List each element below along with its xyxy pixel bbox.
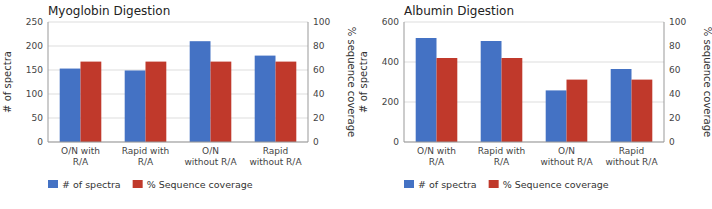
- y-tick-label: 0: [393, 137, 399, 147]
- x-tick-label: Rapid withR/A: [478, 146, 525, 167]
- x-tick-label: Rapidwithout R/A: [605, 146, 658, 167]
- bar: [416, 38, 437, 142]
- grid-line: [48, 22, 308, 23]
- x-tick-label-line: R/A: [138, 157, 154, 167]
- x-tick-label: O/Nwithout R/A: [184, 146, 237, 167]
- bar: [632, 80, 653, 142]
- x-tick-label: O/N withR/A: [417, 146, 456, 167]
- bar: [502, 58, 523, 142]
- x-tick-label-line: Rapid with: [122, 146, 169, 156]
- bar: [146, 62, 167, 142]
- y-tick-label: 200: [26, 41, 43, 51]
- x-tick-label-line: O/N with: [61, 146, 100, 156]
- x-tick-label-line: Rapid: [619, 146, 645, 156]
- bar: [546, 90, 567, 142]
- x-tick-label-line: Rapid with: [478, 146, 525, 156]
- bar: [211, 62, 232, 142]
- x-tick-label-line: without R/A: [249, 157, 302, 167]
- bar: [276, 62, 297, 142]
- legend: # of spectra % Sequence coverage: [404, 179, 609, 190]
- y-tick-label: 600: [382, 17, 399, 27]
- y-tick-label: 200: [382, 97, 399, 107]
- bar: [81, 62, 102, 142]
- bar: [567, 80, 588, 142]
- y2-axis-line: [664, 22, 665, 142]
- y2-tick-label: 0: [313, 137, 319, 147]
- legend-entry: % Sequence coverage: [147, 179, 253, 190]
- x-tick-label-line: without R/A: [605, 157, 658, 167]
- bar: [190, 41, 211, 142]
- legend-swatch: [489, 180, 499, 188]
- bar: [481, 41, 502, 142]
- x-tick-label-line: Rapid: [263, 146, 289, 156]
- panel: Myoglobin Digestion 0 50 100 150 200 250 0 20 40 6…: [2, 4, 357, 190]
- x-tick-label: Rapid withR/A: [122, 146, 169, 167]
- y2-tick-label: 80: [669, 41, 681, 51]
- bar: [125, 70, 146, 142]
- grid-line: [404, 22, 664, 23]
- bar: [255, 56, 276, 142]
- x-tick-label-line: O/N: [558, 146, 575, 156]
- legend-entry: # of spectra: [418, 179, 477, 190]
- y2-tick-label: 60: [669, 65, 681, 75]
- legend: # of spectra % Sequence coverage: [48, 179, 253, 190]
- y2-tick-label: 20: [313, 113, 325, 123]
- y2-tick-label: 100: [669, 17, 686, 27]
- x-tick-label: O/Nwithout R/A: [540, 146, 593, 167]
- x-axis-line: [404, 142, 664, 143]
- x-tick-label: Rapidwithout R/A: [249, 146, 302, 167]
- x-axis-line: [48, 142, 308, 143]
- legend-entry: # of spectra: [62, 179, 121, 190]
- y-tick-label: 250: [26, 17, 43, 27]
- y2-tick-label: 100: [313, 17, 330, 27]
- bar: [437, 58, 458, 142]
- y-axis-label: # of spectra: [2, 51, 13, 113]
- legend-swatch: [133, 180, 143, 188]
- bar: [611, 69, 632, 142]
- title: Albumin Digestion: [404, 4, 514, 18]
- title: Myoglobin Digestion: [48, 4, 170, 18]
- x-tick-label-line: O/N: [202, 146, 219, 156]
- y2-tick-label: 60: [313, 65, 325, 75]
- bar: [60, 69, 81, 142]
- grid-line: [404, 142, 664, 143]
- x-tick-label-line: without R/A: [540, 157, 593, 167]
- y-tick-label: 150: [26, 65, 43, 75]
- bars: [416, 38, 653, 142]
- y2-tick-label: 40: [313, 89, 325, 99]
- x-tick-label-line: without R/A: [184, 157, 237, 167]
- legend-swatch: [404, 180, 414, 188]
- legend-entry: % Sequence coverage: [503, 179, 609, 190]
- x-tick-label: O/N withR/A: [61, 146, 100, 167]
- y-axis-label: # of spectra: [358, 51, 369, 113]
- x-tick-label-line: R/A: [494, 157, 510, 167]
- y-tick-label: 0: [37, 137, 43, 147]
- y2-axis-label: % sequence coverage: [346, 27, 357, 137]
- y-tick-label: 50: [32, 113, 44, 123]
- y2-tick-label: 0: [669, 137, 675, 147]
- grid-line: [48, 142, 308, 143]
- x-tick-label-line: O/N with: [417, 146, 456, 156]
- panel: Albumin Digestion 0 200 400 600 0 20 40 60 80 100 #…: [358, 4, 712, 190]
- y2-tick-label: 80: [313, 41, 325, 51]
- bars: [60, 41, 297, 142]
- figure: Myoglobin Digestion050100150200250020406…: [0, 0, 712, 209]
- grid-line: [48, 46, 308, 47]
- y-tick-label: 400: [382, 57, 399, 67]
- y2-tick-label: 40: [669, 89, 681, 99]
- x-tick-label-line: R/A: [73, 157, 89, 167]
- y2-axis-label: % sequence coverage: [702, 27, 712, 137]
- x-tick-label-line: R/A: [429, 157, 445, 167]
- y2-tick-label: 20: [669, 113, 681, 123]
- y-axis-line: [48, 22, 49, 142]
- y-axis-line: [404, 22, 405, 142]
- y2-axis-line: [308, 22, 309, 142]
- legend-swatch: [48, 180, 58, 188]
- y-tick-label: 100: [26, 89, 43, 99]
